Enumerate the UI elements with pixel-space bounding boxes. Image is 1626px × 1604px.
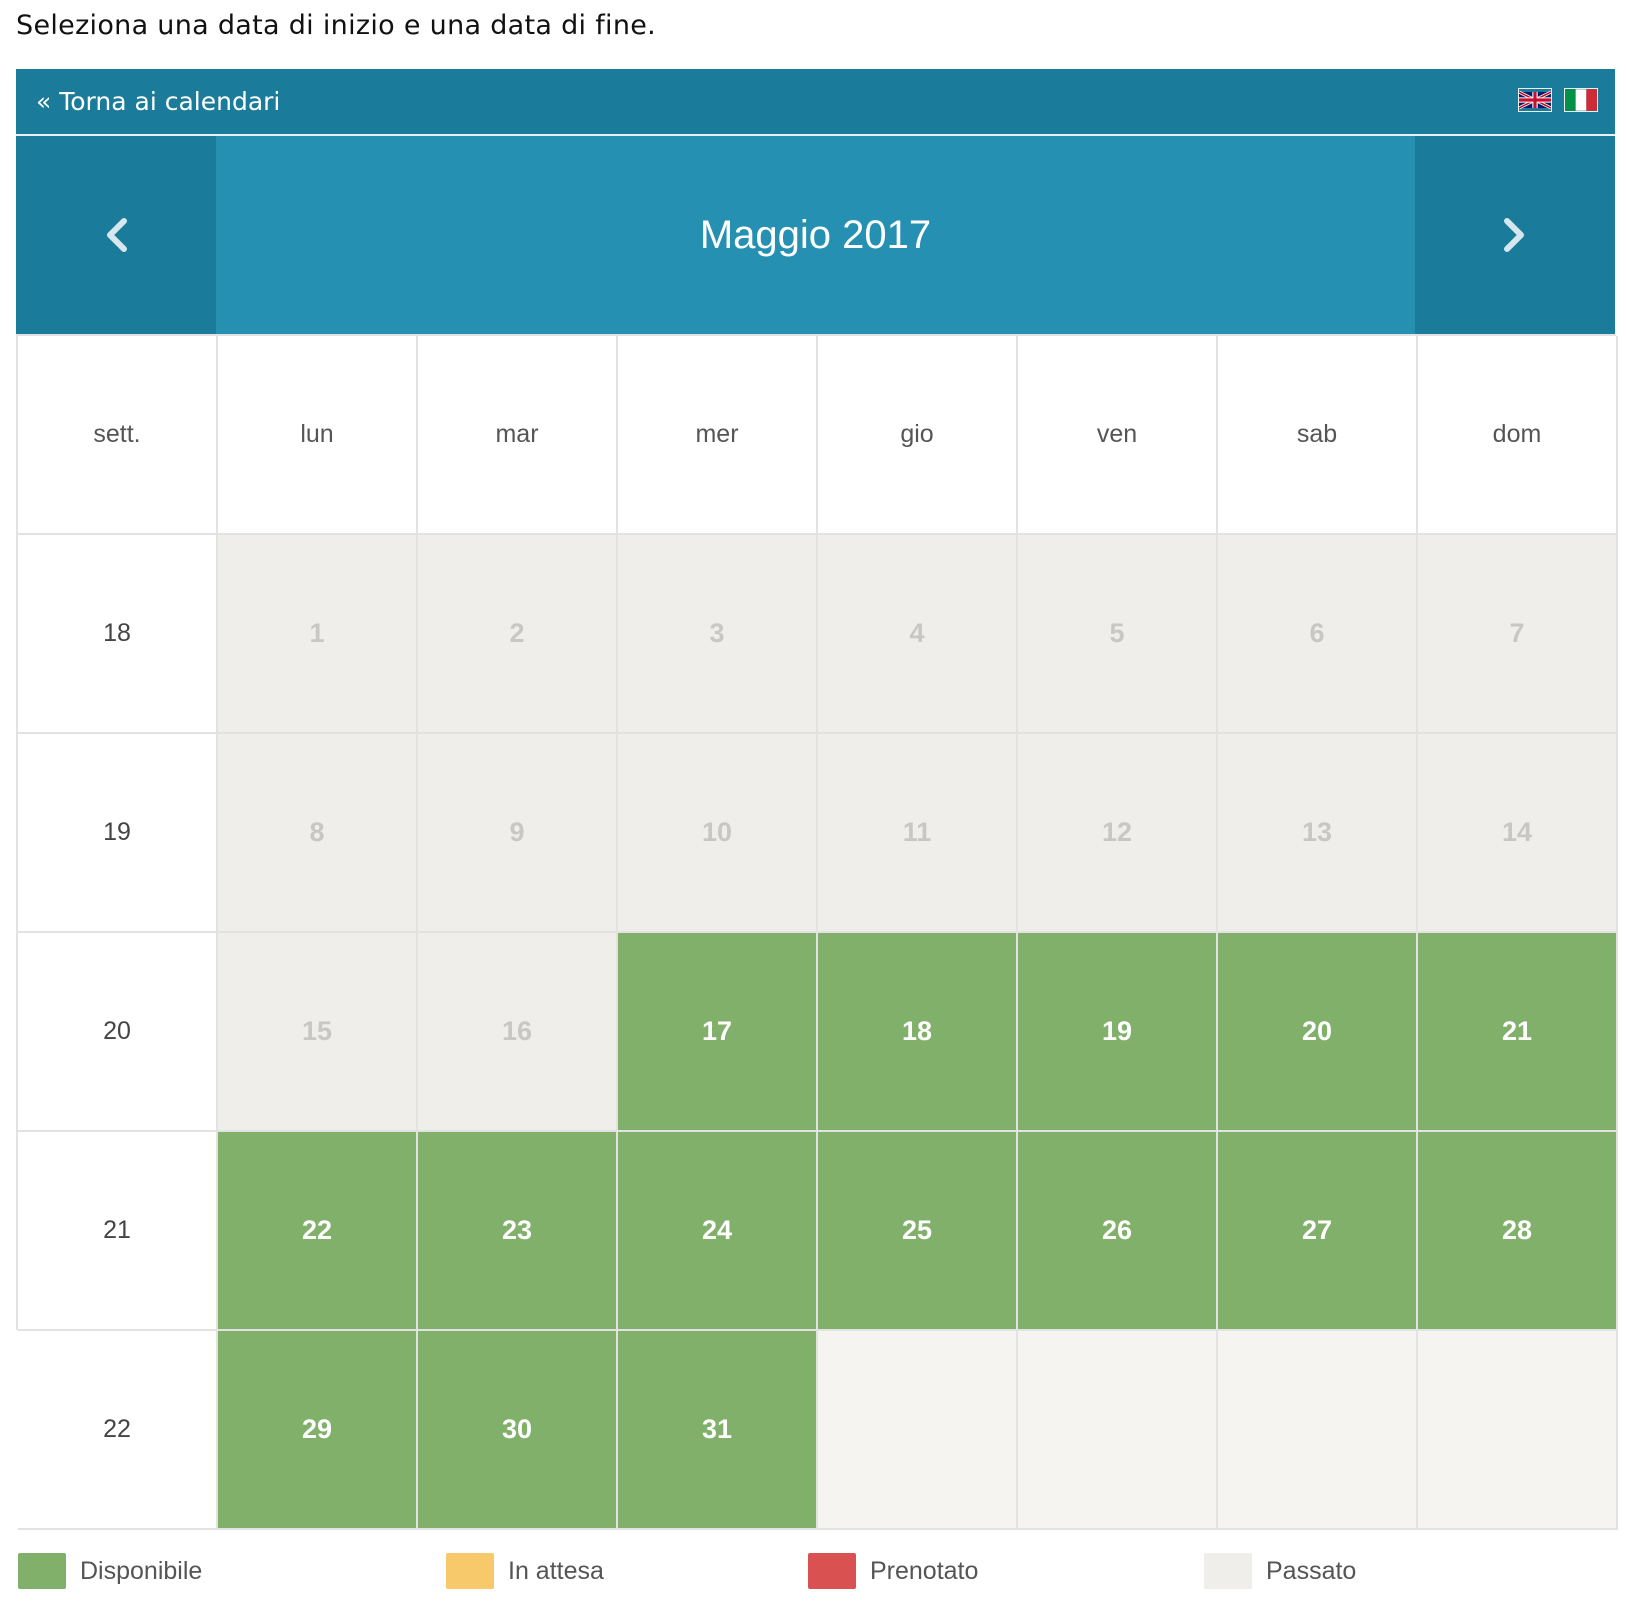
past-day-cell: 9: [418, 734, 618, 933]
empty-day-cell: [818, 1331, 1018, 1530]
available-day-cell[interactable]: 25: [818, 1132, 1018, 1331]
weekday-header: gio: [818, 336, 1018, 535]
month-title: Maggio 2017: [699, 212, 932, 257]
weekday-header: ven: [1018, 336, 1218, 535]
italy-flag-icon[interactable]: [1564, 88, 1598, 112]
week-number: 18: [18, 535, 218, 734]
empty-day-cell: [1018, 1331, 1218, 1530]
available-day-cell[interactable]: 20: [1218, 933, 1418, 1132]
legend-item: In attesa: [446, 1553, 604, 1589]
legend-label: Passato: [1266, 1556, 1357, 1585]
past-day-cell: 8: [218, 734, 418, 933]
available-day-cell[interactable]: 26: [1018, 1132, 1218, 1331]
past-day-cell: 13: [1218, 734, 1418, 933]
empty-day-cell: [1418, 1331, 1618, 1530]
uk-flag-icon[interactable]: [1518, 88, 1552, 112]
week-number: 21: [18, 1132, 218, 1331]
past-day-cell: 15: [218, 933, 418, 1132]
legend-item: Passato: [1204, 1553, 1356, 1589]
calendar-topbar: « Torna ai calendari: [16, 69, 1615, 136]
past-day-cell: 5: [1018, 535, 1218, 734]
empty-day-cell: [1218, 1331, 1418, 1530]
available-day-cell[interactable]: 21: [1418, 933, 1618, 1132]
weekday-header: lun: [218, 336, 418, 535]
past-day-cell: 10: [618, 734, 818, 933]
legend-swatch: [446, 1553, 494, 1589]
available-day-cell[interactable]: 31: [618, 1331, 818, 1530]
next-month-button[interactable]: [1415, 136, 1615, 334]
past-day-cell: 3: [618, 535, 818, 734]
week-number: 20: [18, 933, 218, 1132]
past-day-cell: 16: [418, 933, 618, 1132]
past-day-cell: 6: [1218, 535, 1418, 734]
weekday-header: sab: [1218, 336, 1418, 535]
weekday-header: dom: [1418, 336, 1618, 535]
week-header: sett.: [18, 336, 218, 535]
available-day-cell[interactable]: 22: [218, 1132, 418, 1331]
instruction-text: Seleziona una data di inizio e una data …: [16, 10, 657, 41]
back-to-calendars-link[interactable]: « Torna ai calendari: [36, 87, 281, 116]
legend-item: Disponibile: [18, 1553, 202, 1589]
available-day-cell[interactable]: 24: [618, 1132, 818, 1331]
past-day-cell: 1: [218, 535, 418, 734]
chevron-left-icon: [107, 218, 127, 252]
legend-label: Disponibile: [80, 1556, 203, 1585]
weekday-header: mar: [418, 336, 618, 535]
past-day-cell: 14: [1418, 734, 1618, 933]
past-day-cell: 11: [818, 734, 1018, 933]
past-day-cell: 7: [1418, 535, 1618, 734]
available-day-cell[interactable]: 29: [218, 1331, 418, 1530]
legend-label: Prenotato: [870, 1556, 979, 1585]
available-day-cell[interactable]: 27: [1218, 1132, 1418, 1331]
legend: Disponibile In attesa Prenotato Passato: [18, 1553, 1618, 1593]
past-day-cell: 12: [1018, 734, 1218, 933]
past-day-cell: 2: [418, 535, 618, 734]
week-number: 19: [18, 734, 218, 933]
legend-swatch: [1204, 1553, 1252, 1589]
chevron-right-icon: [1504, 218, 1524, 252]
past-day-cell: 4: [818, 535, 1018, 734]
week-number: 22: [18, 1331, 218, 1530]
available-day-cell[interactable]: 23: [418, 1132, 618, 1331]
available-day-cell[interactable]: 18: [818, 933, 1018, 1132]
legend-swatch: [18, 1553, 66, 1589]
available-day-cell[interactable]: 30: [418, 1331, 618, 1530]
legend-item: Prenotato: [808, 1553, 978, 1589]
weekday-header: mer: [618, 336, 818, 535]
month-navigation: Maggio 2017: [16, 136, 1615, 334]
available-day-cell[interactable]: 19: [1018, 933, 1218, 1132]
legend-swatch: [808, 1553, 856, 1589]
legend-label: In attesa: [508, 1556, 604, 1585]
previous-month-button[interactable]: [16, 136, 216, 334]
available-day-cell[interactable]: 17: [618, 933, 818, 1132]
available-day-cell[interactable]: 28: [1418, 1132, 1618, 1331]
calendar-grid: sett. lun mar mer gio ven sab dom 18 1 2 3 4 5 6 7 19 8 9 1…: [16, 334, 1618, 1530]
